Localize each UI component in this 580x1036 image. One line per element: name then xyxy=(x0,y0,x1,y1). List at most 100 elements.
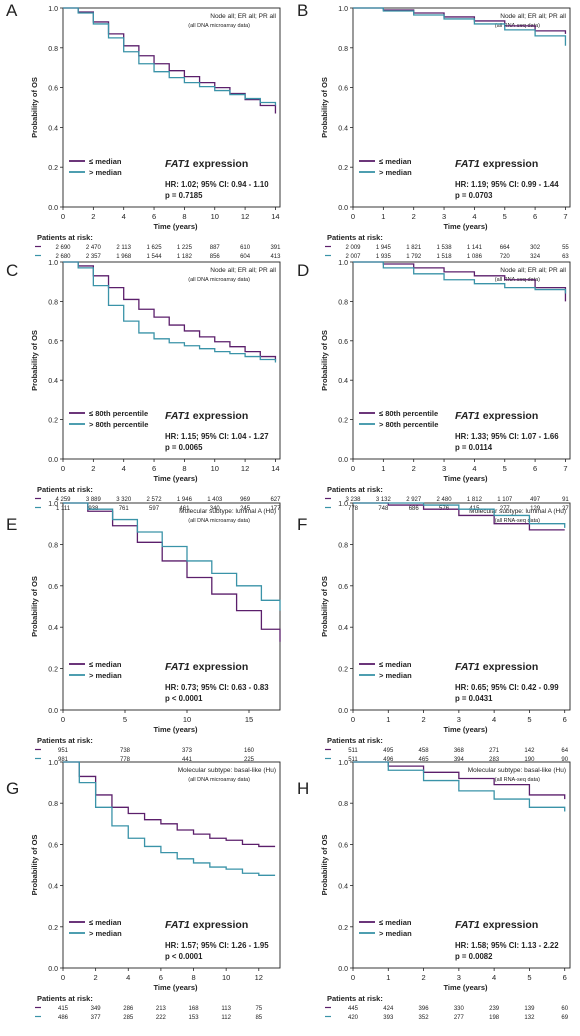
x-tick-label: 2 xyxy=(421,973,425,982)
risk-count: 129 xyxy=(530,506,541,512)
km-curve-low xyxy=(63,761,276,848)
panel-letter: D xyxy=(297,261,309,280)
chart-subtitle: (all DNA microarray data) xyxy=(188,23,250,29)
risk-count: 277 xyxy=(454,1015,465,1021)
y-tick-label: 0.0 xyxy=(48,708,58,715)
y-tick-label: 0.6 xyxy=(338,339,348,346)
x-tick-label: 0 xyxy=(61,464,65,473)
x-tick-label: 10 xyxy=(222,973,230,982)
risk-count: 761 xyxy=(119,506,130,512)
x-tick-label: 4 xyxy=(122,212,126,221)
risk-count: 497 xyxy=(530,497,541,503)
risk-count: 1 182 xyxy=(177,254,193,260)
chart-title: Molecular subtype: luminal A (Hu) xyxy=(469,508,566,515)
x-tick-label: 4 xyxy=(492,973,496,982)
panel-b: B 0.0 0.2 0.4 0.6 0.8 1.0 0 1 2 3 4 5 6 7 Time (years) P… xyxy=(297,1,571,260)
x-axis-label: Time (years) xyxy=(153,474,198,483)
gene-expression-label: FAT1 expression xyxy=(165,919,248,931)
y-tick-label: 0.2 xyxy=(48,165,58,172)
x-tick-label: 6 xyxy=(563,973,567,982)
chart-subtitle: (all RNA-seq data) xyxy=(495,518,540,524)
x-tick-label: 14 xyxy=(271,464,279,473)
x-axis-label: Time (years) xyxy=(153,725,198,734)
x-tick-label: 2 xyxy=(91,212,95,221)
risk-count: 458 xyxy=(419,748,430,754)
risk-count: 445 xyxy=(348,1006,359,1012)
risk-table-label: Patients at risk: xyxy=(327,485,383,494)
legend-label: ≤ median xyxy=(379,918,412,927)
risk-count: 461 xyxy=(179,506,190,512)
legend-label: ≤ median xyxy=(89,157,122,166)
panel-letter: C xyxy=(6,261,18,280)
x-tick-label: 2 xyxy=(91,464,95,473)
risk-count: 113 xyxy=(221,1006,231,1012)
risk-count: 1 821 xyxy=(406,245,422,251)
y-tick-label: 0.8 xyxy=(48,46,58,53)
plot-frame xyxy=(62,261,281,460)
hazard-ratio: HR: 1.58; 95% CI: 1.13 - 2.22 xyxy=(455,941,559,950)
y-tick-label: 0.0 xyxy=(338,708,348,715)
panel-letter: G xyxy=(6,779,19,798)
x-tick-label: 0 xyxy=(61,973,65,982)
risk-count: 627 xyxy=(270,497,281,503)
panel-g: G 0.0 0.2 0.4 0.6 0.8 1.0 0 2 4 6 8 10 12 Time (years)… xyxy=(6,760,281,1021)
risk-count: 177 xyxy=(270,506,281,512)
legend-label: ≤ median xyxy=(379,660,412,669)
x-tick-label: 6 xyxy=(563,715,567,724)
p-value: p = 0.0065 xyxy=(165,443,203,452)
x-tick-label: 7 xyxy=(563,212,567,221)
x-tick-label: 4 xyxy=(472,464,476,473)
hazard-ratio: HR: 1.19; 95% CI: 0.99 - 1.44 xyxy=(455,180,559,189)
risk-count: 277 xyxy=(500,506,511,512)
risk-table-label: Patients at risk: xyxy=(327,736,383,745)
km-curve-high xyxy=(353,7,567,46)
x-axis-label: Time (years) xyxy=(153,983,198,992)
plot-frame xyxy=(62,7,281,208)
risk-count: 1 812 xyxy=(467,497,483,503)
legend-label: ≤ 80th percentile xyxy=(379,409,438,418)
gene-name: FAT1 xyxy=(455,410,480,422)
expression-word: expression xyxy=(480,661,538,673)
km-curve-high xyxy=(63,502,281,611)
risk-count: 1 141 xyxy=(467,245,483,251)
x-tick-label: 5 xyxy=(503,464,507,473)
y-tick-label: 0.6 xyxy=(48,86,58,93)
risk-count: 748 xyxy=(378,506,389,512)
x-tick-label: 3 xyxy=(442,212,446,221)
hazard-ratio: HR: 0.73; 95% CI: 0.63 - 0.83 xyxy=(165,683,269,692)
panel-f: F 0.0 0.2 0.4 0.6 0.8 1.0 0 1 2 3 4 5 6 Time (years) Pr… xyxy=(297,501,571,763)
plot-frame xyxy=(352,502,571,711)
chart-title: Node all; ER all; PR all xyxy=(210,13,276,20)
risk-count: 64 xyxy=(561,748,568,754)
risk-count: 610 xyxy=(240,245,251,251)
expression-word: expression xyxy=(190,410,248,422)
x-tick-label: 6 xyxy=(533,464,537,473)
hazard-ratio: HR: 0.65; 95% CI: 0.42 - 0.99 xyxy=(455,683,559,692)
panel-letter: E xyxy=(6,515,17,534)
y-axis-label: Probability of OS xyxy=(30,330,39,391)
gene-expression-label: FAT1 expression xyxy=(165,410,248,422)
x-tick-label: 1 xyxy=(381,464,385,473)
risk-count: 139 xyxy=(524,1006,535,1012)
x-tick-label: 0 xyxy=(61,715,65,724)
risk-count: 2 680 xyxy=(55,254,71,260)
y-tick-label: 0.0 xyxy=(338,966,348,973)
risk-count: 2 113 xyxy=(116,245,131,251)
y-tick-label: 0.0 xyxy=(338,205,348,212)
x-tick-label: 10 xyxy=(183,715,191,724)
x-tick-label: 4 xyxy=(492,715,496,724)
x-tick-label: 12 xyxy=(255,973,263,982)
chart-title: Molecular subtype: basal-like (Hu) xyxy=(178,767,276,774)
y-tick-label: 1.0 xyxy=(338,260,348,267)
chart-title: Node all; ER all; PR all xyxy=(210,267,276,274)
risk-count: 153 xyxy=(189,1015,200,1021)
hazard-ratio: HR: 1.33; 95% CI: 1.07 - 1.66 xyxy=(455,432,559,441)
chart-subtitle: (all DNA microarray data) xyxy=(188,777,250,783)
y-tick-label: 0.4 xyxy=(338,378,348,385)
legend-label: > 80th percentile xyxy=(89,420,148,429)
expression-word: expression xyxy=(190,158,248,170)
km-curve-high xyxy=(63,761,276,876)
gene-name: FAT1 xyxy=(455,661,480,673)
x-tick-label: 14 xyxy=(271,212,279,221)
expression-word: expression xyxy=(190,919,248,931)
